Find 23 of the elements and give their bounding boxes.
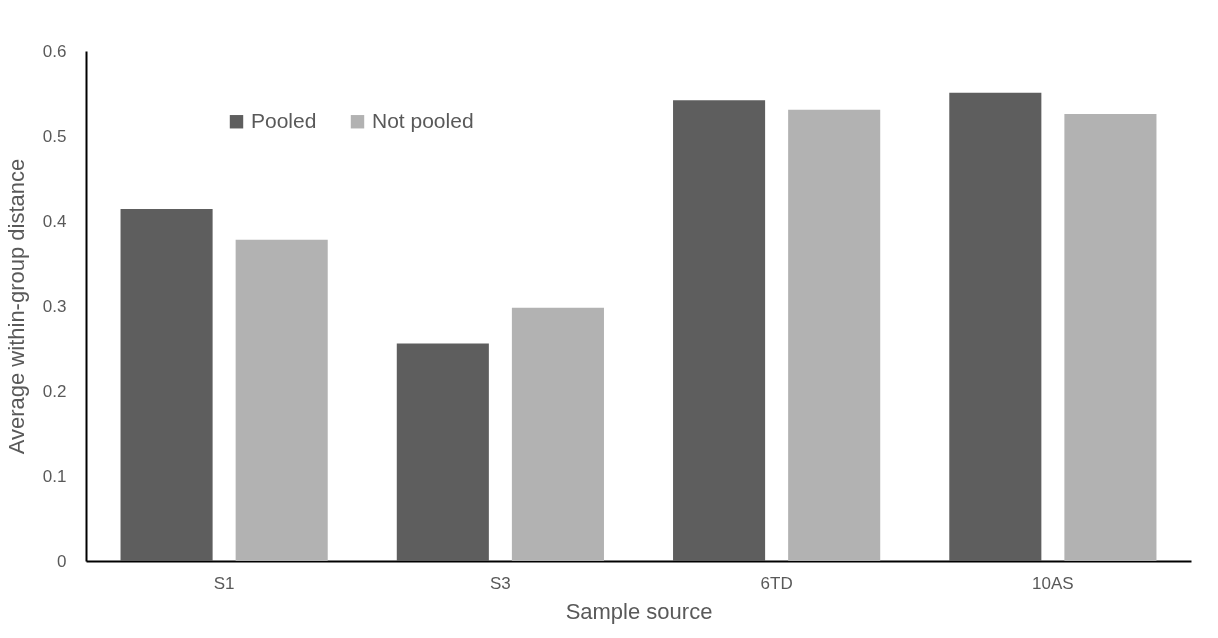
bar: [673, 100, 766, 561]
legend-label: Not pooled: [372, 108, 474, 132]
bar: [235, 239, 328, 561]
y-tick-label: 0: [57, 551, 67, 571]
bar: [396, 343, 489, 561]
x-tick-label: S1: [213, 573, 235, 593]
y-tick-label: 0.5: [42, 126, 67, 146]
x-tick-label: 10AS: [1032, 573, 1074, 593]
legend-label: Pooled: [251, 108, 317, 132]
y-tick-label: 0.1: [42, 466, 67, 486]
y-tick-label: 0.3: [42, 296, 67, 316]
bar: [949, 92, 1042, 561]
bar: [511, 307, 604, 561]
bar: [788, 109, 881, 561]
x-tick-label: 6TD: [760, 573, 793, 593]
y-tick-label: 0.6: [42, 41, 67, 61]
y-tick-label: 0.2: [42, 381, 67, 401]
y-axis-title: Average within-group distance: [3, 158, 29, 455]
bar: [120, 209, 213, 561]
x-tick-label: S3: [489, 573, 511, 593]
y-tick-label: 0.4: [42, 211, 67, 231]
x-axis-title: Sample source: [565, 598, 713, 624]
bar: [1064, 113, 1157, 561]
